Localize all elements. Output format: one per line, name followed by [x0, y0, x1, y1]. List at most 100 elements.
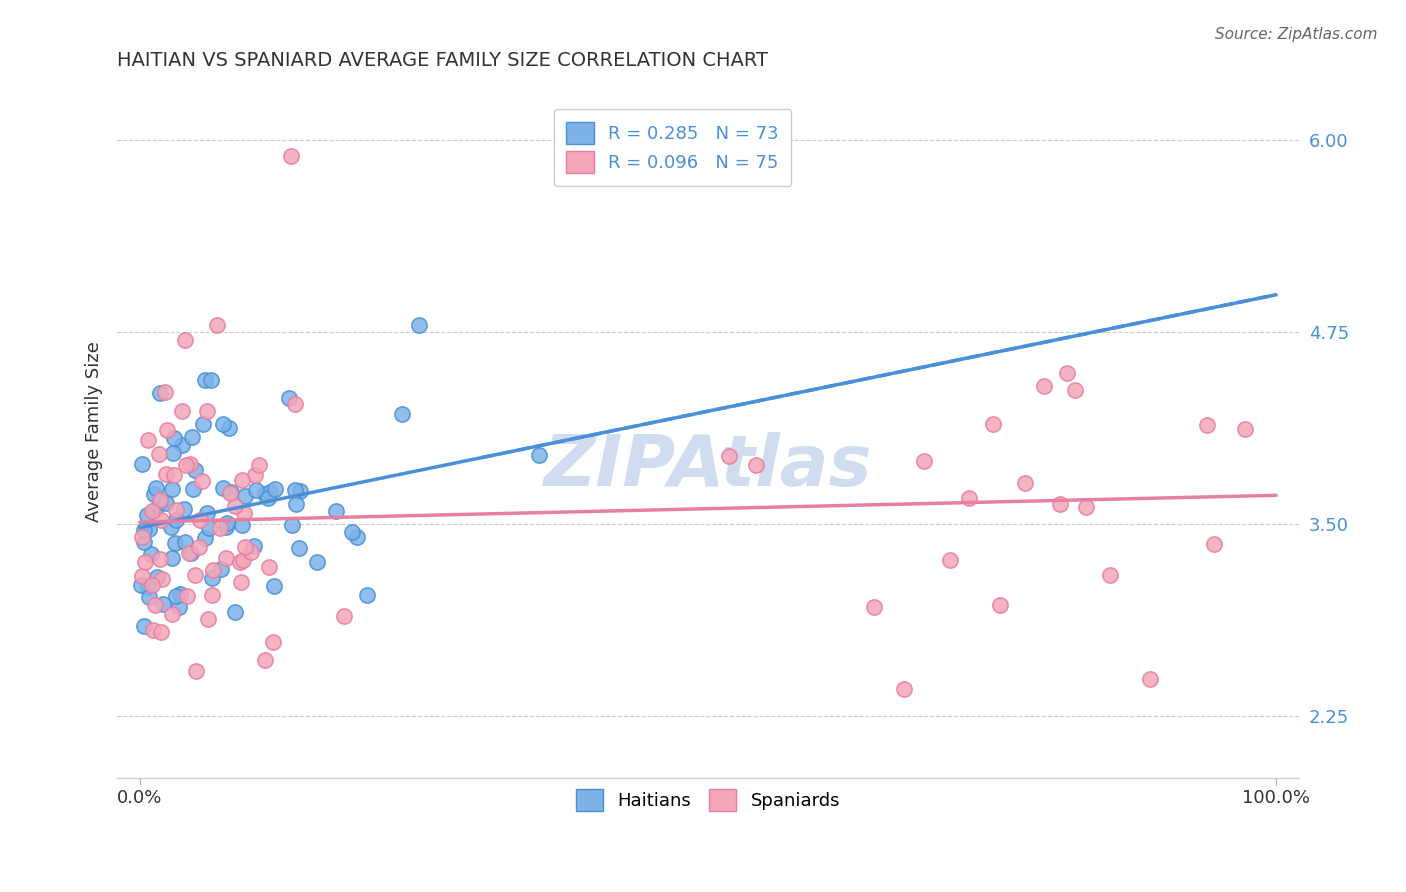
Point	[200, 373, 222, 387]
Text: Source: ZipAtlas.com: Source: ZipAtlas.com	[1215, 27, 1378, 42]
Point	[149, 624, 172, 639]
Point	[263, 579, 285, 593]
Point	[138, 522, 160, 536]
Point	[1139, 672, 1161, 686]
Point	[893, 682, 915, 697]
Legend: Haitians, Spaniards: Haitians, Spaniards	[564, 777, 853, 824]
Point	[169, 600, 191, 615]
Point	[143, 599, 166, 613]
Point	[160, 482, 183, 496]
Point	[136, 581, 159, 595]
Point	[391, 407, 413, 421]
Point	[141, 578, 163, 592]
Point	[201, 588, 224, 602]
Point	[277, 391, 299, 405]
Point	[1204, 536, 1226, 550]
Point	[136, 508, 159, 522]
Point	[149, 494, 172, 508]
Point	[163, 431, 186, 445]
Point	[408, 318, 430, 332]
Point	[356, 588, 378, 602]
Point	[209, 520, 232, 534]
Point	[165, 503, 187, 517]
Point	[155, 496, 177, 510]
Point	[305, 555, 328, 569]
Point	[188, 540, 211, 554]
Point	[198, 521, 221, 535]
Point	[145, 570, 167, 584]
Point	[176, 590, 198, 604]
Point	[179, 457, 201, 471]
Text: ZIPAtlas: ZIPAtlas	[544, 432, 872, 501]
Point	[184, 568, 207, 582]
Point	[177, 546, 200, 560]
Point	[191, 475, 214, 489]
Point	[149, 386, 172, 401]
Point	[1074, 500, 1097, 515]
Point	[231, 473, 253, 487]
Point	[280, 148, 302, 162]
Point	[325, 503, 347, 517]
Point	[143, 503, 166, 517]
Point	[240, 544, 263, 558]
Text: HAITIAN VS SPANIARD AVERAGE FAMILY SIZE CORRELATION CHART: HAITIAN VS SPANIARD AVERAGE FAMILY SIZE …	[117, 51, 768, 70]
Point	[160, 520, 183, 534]
Point	[1033, 379, 1056, 393]
Point	[215, 551, 238, 566]
Point	[340, 525, 363, 540]
Point	[195, 506, 218, 520]
Point	[141, 504, 163, 518]
Y-axis label: Average Family Size: Average Family Size	[86, 342, 103, 523]
Point	[219, 486, 242, 500]
Point	[195, 404, 218, 418]
Point	[173, 333, 195, 347]
Point	[162, 607, 184, 621]
Point	[132, 523, 155, 537]
Point	[259, 560, 281, 574]
Point	[142, 624, 165, 638]
Point	[256, 491, 278, 506]
Point	[285, 496, 308, 510]
Point	[1049, 497, 1071, 511]
Point	[169, 587, 191, 601]
Point	[201, 571, 224, 585]
Point	[232, 553, 254, 567]
Point	[197, 612, 219, 626]
Point	[142, 487, 165, 501]
Point	[132, 619, 155, 633]
Point	[211, 417, 233, 431]
Point	[284, 397, 307, 411]
Point	[957, 491, 980, 506]
Point	[134, 535, 156, 549]
Point	[212, 481, 235, 495]
Point	[333, 609, 356, 624]
Point	[174, 535, 197, 549]
Point	[939, 553, 962, 567]
Point	[253, 653, 276, 667]
Point	[202, 563, 225, 577]
Point	[207, 318, 229, 332]
Point	[912, 454, 935, 468]
Point	[180, 429, 202, 443]
Point	[172, 438, 194, 452]
Point	[218, 420, 240, 434]
Point	[224, 605, 246, 619]
Point	[181, 482, 204, 496]
Point	[145, 481, 167, 495]
Point	[163, 536, 186, 550]
Point	[209, 562, 232, 576]
Point	[229, 575, 252, 590]
Point	[150, 513, 173, 527]
Point	[162, 446, 184, 460]
Point	[131, 457, 153, 471]
Point	[527, 448, 550, 462]
Point	[1014, 475, 1036, 490]
Point	[233, 506, 256, 520]
Point	[190, 513, 212, 527]
Point	[149, 493, 172, 508]
Point	[155, 385, 177, 400]
Point	[131, 569, 153, 583]
Point	[217, 516, 239, 530]
Point	[165, 589, 187, 603]
Point	[245, 483, 267, 497]
